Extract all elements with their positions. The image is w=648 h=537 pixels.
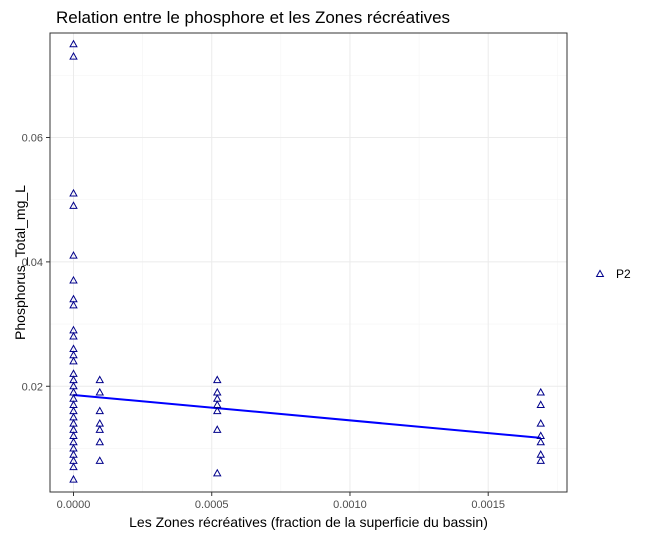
trend-line [73,393,541,439]
data-points [69,39,546,483]
data-point [212,406,222,415]
chart-title: Relation entre le phosphore et les Zones… [56,8,450,27]
y-tick-label: 0.02 [22,381,43,393]
data-point [212,375,222,384]
data-point [95,437,105,446]
data-point [212,468,222,477]
data-point [95,425,105,433]
data-point [212,425,222,433]
y-tick-label: 0.06 [22,132,43,144]
grid-lines [50,33,567,492]
trend-line-layer [73,393,541,439]
x-tick-label: 0.0015 [471,499,505,511]
y-axis-title: Phosphorus_Total_mg_L [12,185,28,340]
x-axis-title: Les Zones récréatives (fraction de la su… [129,514,488,530]
data-point [536,387,546,396]
x-tick-label: 0.0005 [195,499,229,511]
data-point [69,275,78,284]
data-point [69,331,78,340]
data-point [69,300,78,309]
data-point [95,387,105,396]
x-tick-label: 0.0000 [57,499,91,511]
x-tick-label: 0.0010 [333,499,367,511]
data-point [536,418,546,427]
data-point [536,437,546,446]
data-point [95,456,105,464]
legend: P2 [595,267,631,281]
legend-key-p2 [595,269,605,278]
data-point [69,39,78,48]
y-tick-label: 0.04 [22,257,43,269]
data-point [95,406,105,415]
data-point [536,456,546,464]
data-point [95,375,105,384]
data-point [69,474,78,483]
data-point [69,462,78,471]
data-point [69,356,78,365]
data-point [536,400,546,408]
x-axis-ticks: 0.0000 0.0005 0.0010 0.0015 [57,492,505,511]
panel-border [49,32,568,493]
data-point [69,201,78,209]
data-point [69,188,78,197]
legend-label: P2 [616,267,631,281]
data-point [69,251,78,259]
data-point [69,52,78,60]
y-axis-ticks: 0.02 0.04 0.06 [22,132,50,393]
